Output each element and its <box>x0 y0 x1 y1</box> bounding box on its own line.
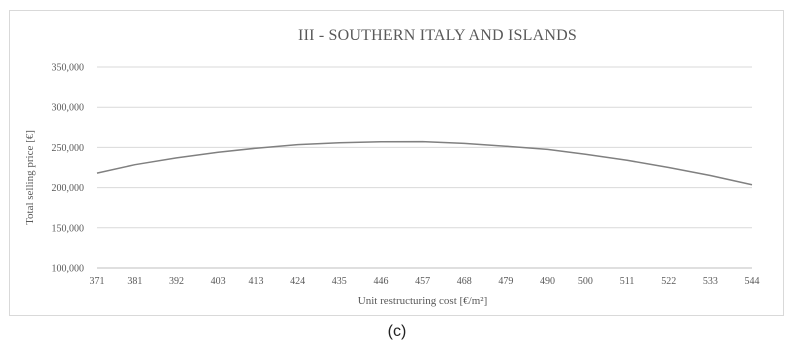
x-tick-label: 371 <box>90 276 105 287</box>
y-axis-title: Total selling price [€] <box>24 130 36 225</box>
x-tick-label: 392 <box>169 276 184 287</box>
x-tick-label: 413 <box>249 276 264 287</box>
y-axis-ticks: 100,000 150,000 200,000 250,000 300,000 350,0… <box>52 63 85 275</box>
x-tick-label: 490 <box>540 276 555 287</box>
y-tick-label: 250,000 <box>52 143 85 154</box>
x-tick-label: 533 <box>703 276 718 287</box>
chart-title: III - SOUTHERN ITALY AND ISLANDS <box>298 27 577 44</box>
x-tick-label: 446 <box>373 276 388 287</box>
x-tick-label: 479 <box>498 276 513 287</box>
y-tick-label: 350,000 <box>52 63 85 74</box>
x-tick-label: 468 <box>457 276 472 287</box>
y-tick-label: 100,000 <box>52 264 85 275</box>
y-tick-label: 300,000 <box>52 103 85 114</box>
x-tick-label: 544 <box>745 276 760 287</box>
x-tick-label: 511 <box>620 276 635 287</box>
series-line <box>96 140 753 186</box>
figure-caption: (c) <box>387 323 407 340</box>
x-axis-ticks: 371 381 392 403 413 424 435 446 457 468 479 490 500 5… <box>90 276 760 287</box>
x-tick-label: 403 <box>211 276 226 287</box>
gridlines <box>97 66 752 269</box>
x-tick-label: 381 <box>127 276 142 287</box>
x-axis-title: Unit restructuring cost [€/m²] <box>358 295 487 307</box>
x-tick-label: 522 <box>661 276 676 287</box>
y-tick-label: 200,000 <box>52 183 85 194</box>
y-tick-label: 150,000 <box>52 223 85 234</box>
chart-frame <box>9 10 784 316</box>
x-tick-label: 457 <box>415 276 430 287</box>
x-tick-label: 500 <box>578 276 593 287</box>
x-tick-label: 435 <box>332 276 347 287</box>
x-tick-label: 424 <box>290 276 305 287</box>
